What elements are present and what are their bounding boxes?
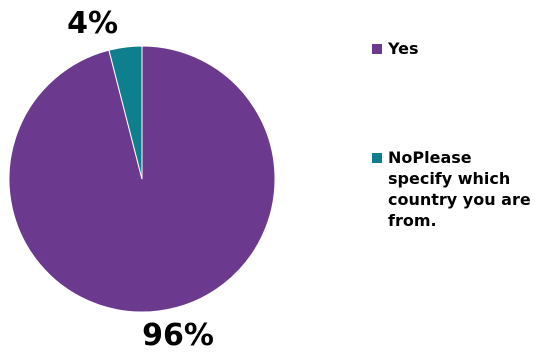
legend-swatch-yes	[372, 44, 382, 54]
legend-swatch-no	[372, 153, 382, 163]
chart-legend: Yes NoPlease specify which country you a…	[372, 38, 532, 231]
legend-label-yes: Yes	[388, 39, 419, 58]
legend-item-no: NoPlease specify which country you are f…	[372, 147, 532, 231]
legend-item-yes: Yes	[372, 38, 532, 59]
legend-label-no: NoPlease specify which country you are f…	[388, 148, 531, 230]
pie-slice-no	[108, 45, 143, 180]
data-label-no: 4%	[67, 6, 118, 41]
data-label-yes: 96%	[142, 318, 214, 349]
